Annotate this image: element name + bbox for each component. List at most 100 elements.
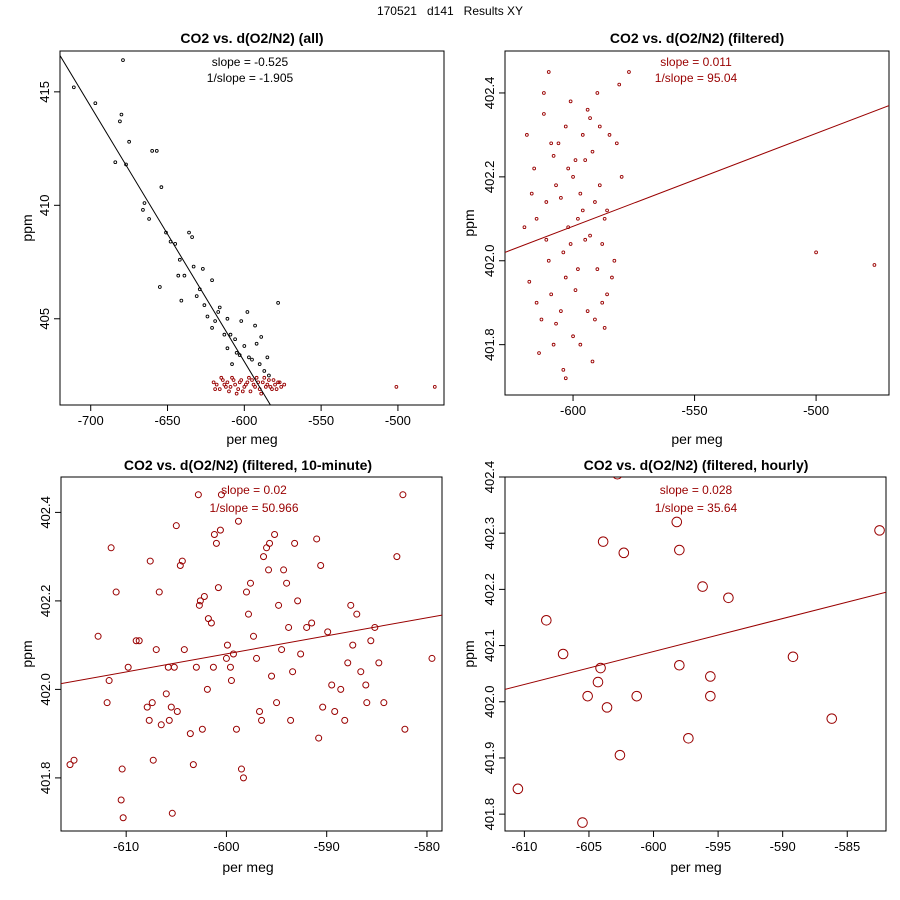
data-point (118, 119, 122, 124)
data-point (315, 734, 323, 742)
x-tick-label: -590 (314, 839, 340, 854)
data-point (242, 344, 247, 348)
data-point (178, 557, 186, 565)
data-point (341, 716, 349, 724)
data-point (232, 725, 240, 733)
data-point (544, 237, 549, 242)
data-point (66, 761, 74, 769)
data-point (600, 242, 605, 246)
data-point (70, 756, 78, 764)
y-tick-label: 402.4 (482, 461, 497, 494)
data-point (614, 141, 619, 146)
data-point (571, 334, 575, 339)
data-point (612, 258, 617, 263)
data-point (580, 133, 585, 137)
data-point (527, 279, 532, 284)
data-point (145, 716, 153, 724)
y-tick-label: 401.8 (482, 328, 497, 361)
x-tick-label: -580 (414, 839, 440, 854)
panel-hourly-title: CO2 vs. d(O2/N2) (filtered, hourly) (584, 457, 809, 473)
data-point (172, 522, 180, 530)
data-point (219, 375, 224, 380)
data-point (705, 671, 716, 682)
data-point (563, 275, 568, 280)
x-tick-label: -500 (385, 413, 411, 428)
panel-hourly: CO2 vs. d(O2/N2) (filtered, hourly) slop… (461, 457, 887, 875)
data-point (228, 332, 233, 337)
data-point (93, 101, 98, 106)
data-point (267, 378, 271, 382)
data-point (605, 292, 609, 297)
data-point (240, 389, 245, 394)
data-point (262, 369, 267, 373)
data-point (274, 387, 279, 391)
data-point (583, 158, 588, 162)
panel-ten-minute-slope: slope = 0.02 (221, 483, 287, 497)
data-point (244, 382, 248, 387)
panel-all: CO2 vs. d(O2/N2) (all) slope = -0.525 1/… (19, 30, 445, 447)
data-point (103, 699, 111, 707)
panel-all-inv-slope: 1/slope = -1.905 (207, 71, 294, 85)
data-point (222, 654, 230, 662)
data-point (674, 659, 685, 671)
data-point (211, 380, 216, 385)
data-point (277, 380, 282, 385)
y-tick-label: 402.4 (38, 496, 53, 529)
data-point (588, 116, 592, 120)
data-point (113, 160, 118, 165)
y-tick-label: 402.3 (482, 517, 497, 550)
data-point (380, 699, 388, 707)
y-tick-label: 402.0 (482, 685, 497, 718)
data-point (874, 525, 885, 536)
data-point (576, 267, 580, 271)
data-point (578, 191, 583, 196)
x-tick-label: -610 (511, 839, 537, 854)
data-point (207, 619, 215, 627)
data-point (532, 166, 537, 171)
data-point (214, 382, 219, 387)
data-point (162, 690, 170, 698)
data-point (212, 539, 220, 547)
panel-hourly-xlabel: per meg (670, 859, 721, 875)
data-point (159, 185, 164, 190)
data-point (546, 70, 551, 74)
data-point (317, 562, 325, 569)
data-point (814, 250, 818, 255)
data-point (362, 681, 370, 689)
data-point (347, 601, 355, 609)
data-point (544, 200, 549, 204)
y-tick-label: 401.8 (38, 762, 53, 795)
data-point (260, 553, 268, 561)
data-point (787, 651, 799, 663)
data-point (253, 384, 257, 389)
data-point (194, 294, 199, 298)
x-tick-label: -610 (113, 839, 139, 854)
data-point (228, 384, 233, 389)
x-tick-label: -550 (308, 413, 334, 428)
data-point (245, 310, 250, 314)
data-point (121, 58, 125, 62)
data-point (559, 309, 563, 313)
data-point (180, 646, 188, 654)
data-point (117, 796, 125, 804)
data-point (262, 375, 267, 380)
data-point (209, 663, 217, 671)
data-point (602, 326, 607, 330)
data-point (276, 380, 280, 385)
data-point (283, 579, 291, 587)
data-point (585, 107, 590, 112)
data-point (202, 303, 207, 308)
data-point (602, 216, 607, 221)
x-tick-label: -550 (682, 403, 708, 418)
data-point (265, 566, 273, 574)
y-tick-label: 402.0 (482, 244, 497, 277)
y-tick-label: 401.8 (482, 798, 497, 831)
data-point (549, 141, 554, 146)
data-point (254, 375, 259, 380)
panel-ten-minute-xlabel: per meg (222, 859, 273, 875)
data-point (167, 703, 175, 711)
data-point (127, 139, 131, 144)
panel-all-plot: -700 -650 -600 -550 -500 405 410 415 (37, 55, 437, 428)
data-point (259, 335, 264, 339)
data-point (583, 237, 588, 242)
